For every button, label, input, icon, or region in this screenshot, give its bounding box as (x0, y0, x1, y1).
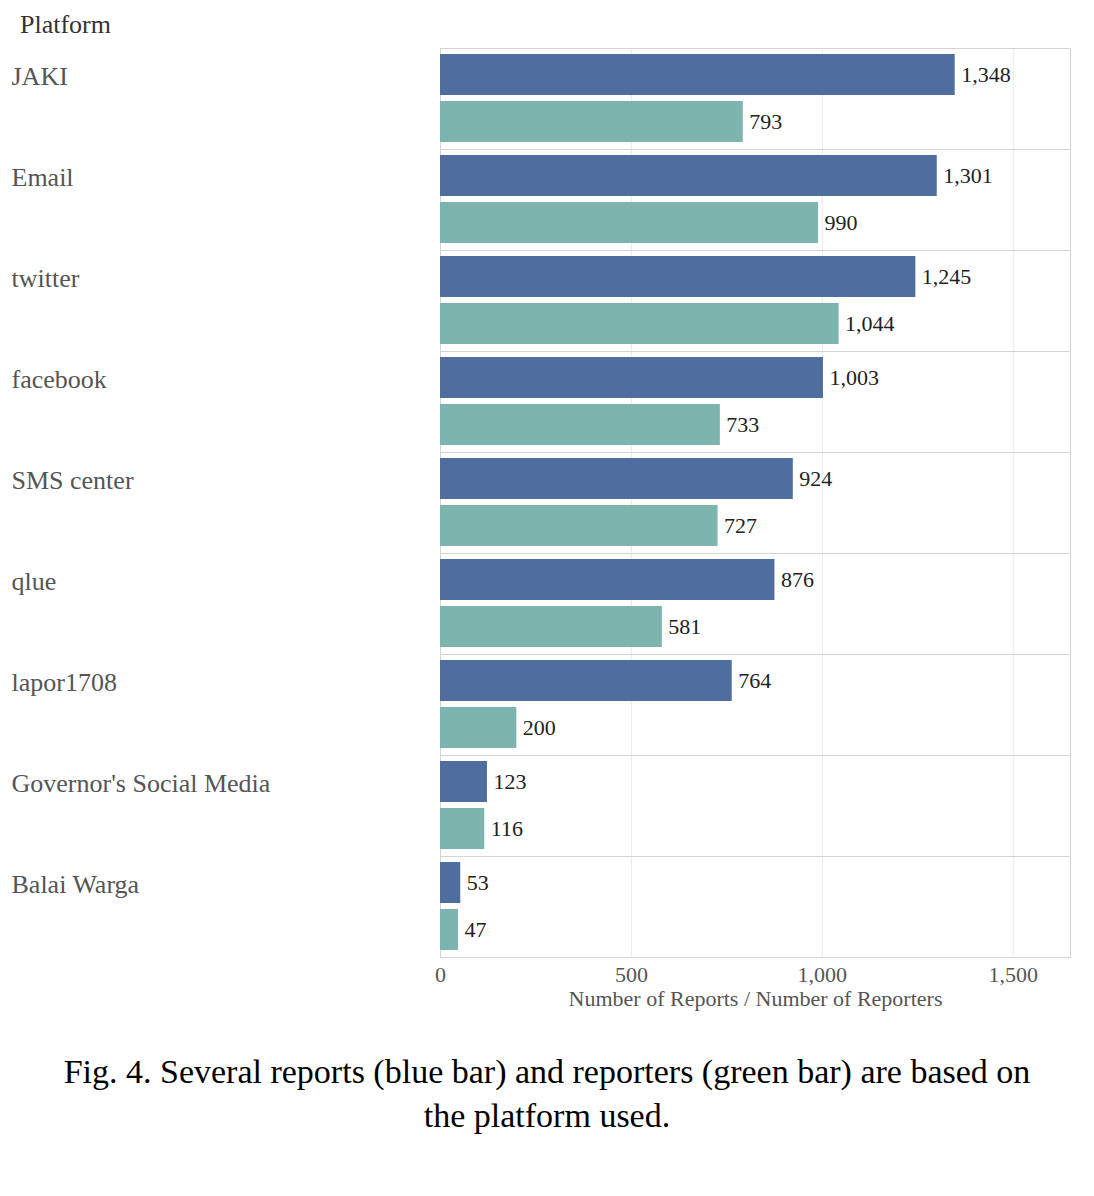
svg-text:1,301: 1,301 (943, 163, 993, 188)
svg-text:Governor's Social Media: Governor's Social Media (12, 769, 271, 798)
svg-text:twitter: twitter (12, 264, 80, 293)
svg-text:lapor1708: lapor1708 (12, 668, 117, 697)
svg-text:Number of Reports / Number of: Number of Reports / Number of Reporters (569, 986, 943, 1011)
svg-text:581: 581 (668, 614, 701, 639)
html-text:Fig. 4. Several reports (blue: Fig. 4. Several reports (blue bar) and r… (63, 1053, 1031, 1135)
svg-text:500: 500 (615, 962, 648, 987)
svg-text:733: 733 (726, 412, 759, 437)
svg-text:123: 123 (493, 769, 526, 794)
svg-text:SMS center: SMS center (12, 466, 134, 495)
svg-text:764: 764 (738, 668, 771, 693)
svg-text:1,044: 1,044 (845, 311, 895, 336)
svg-text:Email: Email (12, 163, 74, 192)
svg-text:JAKI: JAKI (12, 62, 68, 91)
svg-text:1,003: 1,003 (829, 365, 879, 390)
svg-text:727: 727 (724, 513, 757, 538)
svg-text:facebook: facebook (12, 365, 107, 394)
svg-text:793: 793 (749, 109, 782, 134)
svg-text:1,500: 1,500 (988, 962, 1038, 987)
svg-text:990: 990 (825, 210, 858, 235)
svg-text:47: 47 (464, 917, 486, 942)
svg-text:116: 116 (491, 816, 523, 841)
svg-text:Balai Warga: Balai Warga (12, 870, 140, 899)
svg-text:53: 53 (467, 870, 489, 895)
svg-text:200: 200 (523, 715, 556, 740)
svg-text:qlue: qlue (12, 567, 57, 596)
svg-text:924: 924 (799, 466, 832, 491)
svg-text:876: 876 (781, 567, 814, 592)
svg-text:0: 0 (435, 962, 446, 987)
svg-text:1,000: 1,000 (798, 962, 848, 987)
svg-text:1,245: 1,245 (922, 264, 972, 289)
svg-text:1,348: 1,348 (961, 62, 1011, 87)
html-text:Platform: Platform (20, 10, 111, 39)
